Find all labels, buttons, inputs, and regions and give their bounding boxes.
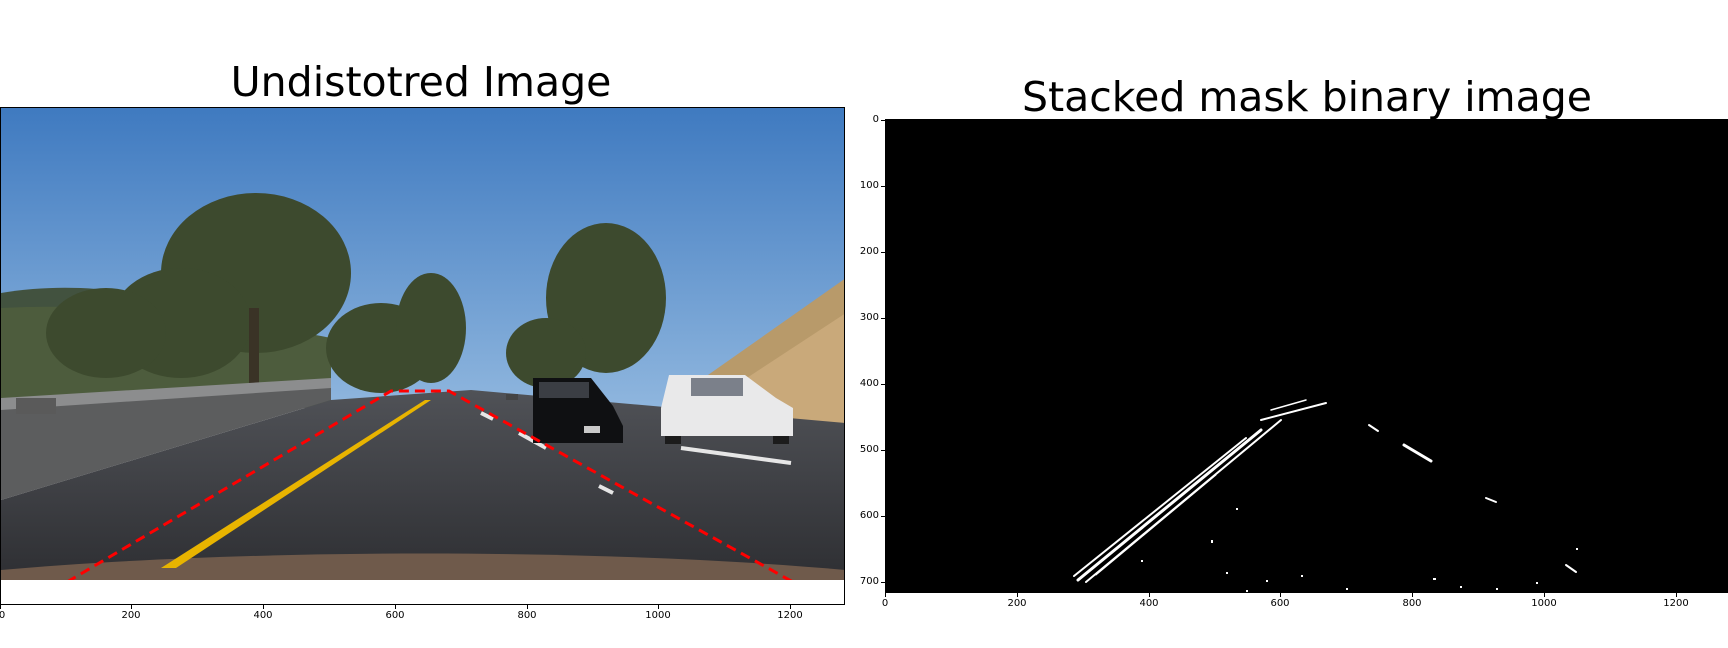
right-y-tick-200: 200 xyxy=(859,246,879,257)
left-x-tick-400: 400 xyxy=(253,610,273,621)
right-y-tick-0: 0 xyxy=(872,114,879,125)
right-y-tick-300: 300 xyxy=(859,312,879,323)
right-y-tick-100: 100 xyxy=(859,180,879,191)
undistorted-image-frame xyxy=(0,107,845,605)
right-panel-title: Stacked mask binary image xyxy=(1022,73,1592,121)
left-x-tick-0: 0 xyxy=(0,610,6,621)
white-car xyxy=(661,375,793,444)
mask-lane-left xyxy=(1073,399,1327,583)
right-y-tick-700: 700 xyxy=(859,576,879,587)
right-x-tick-800: 800 xyxy=(1402,598,1422,609)
left-x-tick-200: 200 xyxy=(121,610,141,621)
right-y-tick-400: 400 xyxy=(859,378,879,389)
left-x-tick-600: 600 xyxy=(385,610,405,621)
mask-noise xyxy=(1141,508,1578,592)
right-x-tick-200: 200 xyxy=(1007,598,1027,609)
binary-mask-image xyxy=(886,120,1727,592)
region-outline xyxy=(66,389,799,584)
binary-mask-frame xyxy=(885,119,1728,593)
mask-lane-right xyxy=(1368,424,1577,573)
left-panel-title: Undistotred Image xyxy=(230,58,612,106)
left-x-tick-800: 800 xyxy=(517,610,537,621)
left-x-tick-1000: 1000 xyxy=(645,610,671,621)
yellow-lane-line xyxy=(161,400,431,568)
undistorted-road-photo xyxy=(1,108,844,604)
median-barrier xyxy=(1,386,331,500)
white-lane-dashes xyxy=(480,411,792,495)
left-axis-background xyxy=(0,580,845,605)
right-y-tick-600: 600 xyxy=(859,510,879,521)
trees xyxy=(46,193,666,393)
left-x-tick-1200: 1200 xyxy=(777,610,803,621)
right-x-tick-1000: 1000 xyxy=(1531,598,1557,609)
road-surface xyxy=(1,390,844,578)
right-x-tick-0: 0 xyxy=(881,598,889,609)
right-x-tick-600: 600 xyxy=(1270,598,1290,609)
right-x-tick-400: 400 xyxy=(1139,598,1159,609)
right-y-tick-500: 500 xyxy=(859,444,879,455)
right-x-tick-1200: 1200 xyxy=(1663,598,1689,609)
black-car xyxy=(533,378,623,443)
